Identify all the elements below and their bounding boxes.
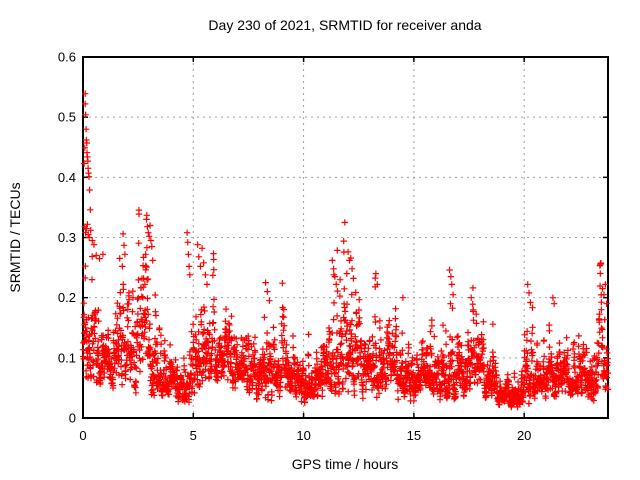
- data-points: [79, 90, 612, 411]
- x-tick-label: 0: [79, 428, 86, 443]
- x-axis-label: GPS time / hours: [292, 456, 399, 472]
- y-tick-label: 0.2: [58, 290, 76, 305]
- y-tick-label: 0.4: [58, 170, 76, 185]
- y-tick-label: 0.6: [58, 50, 76, 65]
- y-tick-label: 0.3: [58, 230, 76, 245]
- y-axis-label: SRMTID / TECUs: [7, 182, 23, 292]
- y-tick-label: 0: [69, 411, 76, 426]
- x-tick-label: 10: [296, 428, 310, 443]
- x-tick-label: 20: [517, 428, 531, 443]
- x-tick-label: 15: [407, 428, 421, 443]
- y-tick-label: 0.1: [58, 350, 76, 365]
- chart-title: Day 230 of 2021, SRMTID for receiver and…: [208, 17, 481, 33]
- x-tick-label: 5: [190, 428, 197, 443]
- y-tick-label: 0.5: [58, 110, 76, 125]
- tick-labels: 0 5 10 15 20 0 0.1 0.2 0.3 0.4 0.5 0.6: [58, 50, 531, 444]
